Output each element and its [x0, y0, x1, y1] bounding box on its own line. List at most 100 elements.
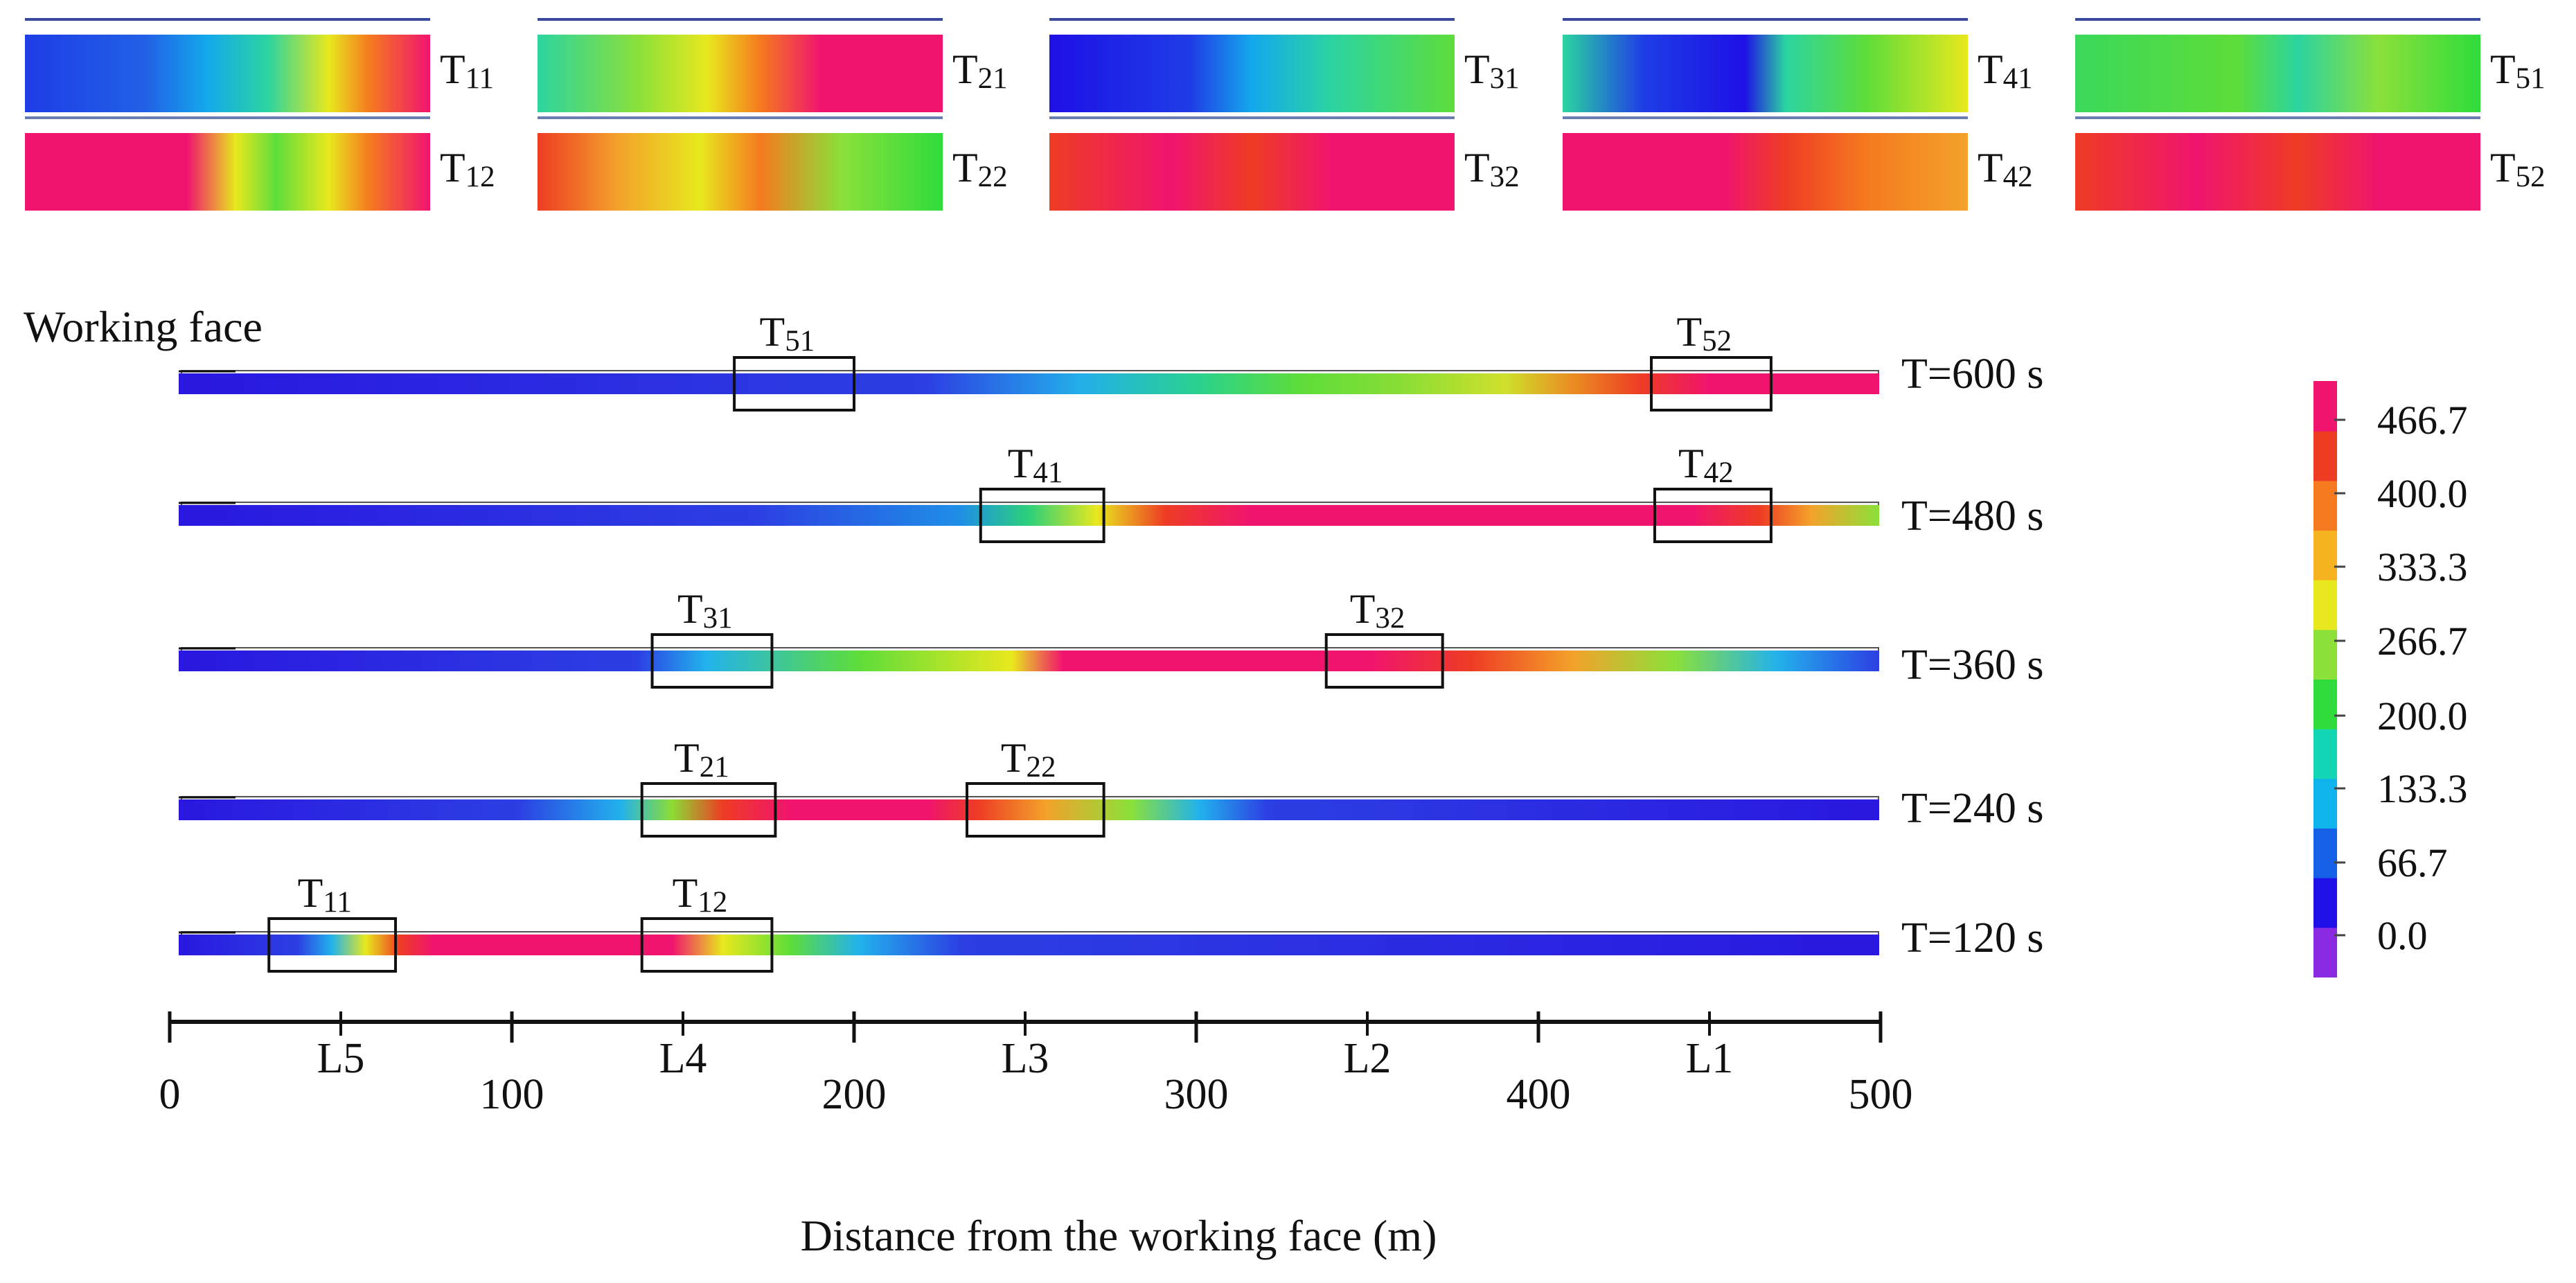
zoom-box-label: T41 — [1008, 441, 1063, 489]
profile-row: T=120 s T11 T12 — [179, 870, 2043, 973]
x-axis: 0 100 200 300 400 500 L5 L4 L3 L2 L1 — [159, 1011, 1913, 1118]
time-label: T=600 s — [1901, 351, 2043, 398]
panel-label: T42 — [1978, 145, 2033, 193]
temperature-band — [179, 373, 1879, 394]
panel-contour — [25, 133, 430, 211]
zoom-panels: T11 T21 T31 T41 T51 T12 T22 T32 T42 T52 — [25, 18, 2546, 211]
colorbar-tick-label: 133.3 — [2377, 766, 2468, 811]
colorbar-tick-label: 66.7 — [2377, 840, 2448, 885]
zoom-panel: T22 — [538, 116, 1008, 211]
panel-contour — [1563, 35, 1968, 112]
colorbar-tick-label: 200.0 — [2377, 693, 2468, 738]
panel-contour — [2075, 35, 2480, 112]
x-tick-label: 400 — [1507, 1071, 1571, 1118]
panel-label: T52 — [2490, 145, 2546, 193]
panel-label: T32 — [1464, 145, 1520, 193]
zoom-box-label: T52 — [1676, 309, 1732, 357]
zoom-box — [640, 782, 777, 838]
zoom-box — [1324, 633, 1444, 689]
zoom-box-label: T31 — [677, 586, 733, 635]
panel-label: T31 — [1464, 46, 1520, 95]
location-label: L5 — [317, 1035, 365, 1082]
zoom-box — [267, 917, 398, 973]
zoom-panel: T12 — [25, 116, 495, 211]
zoom-box — [979, 488, 1105, 543]
working-face-label: Working face — [24, 302, 263, 351]
panel-label: T41 — [1978, 46, 2033, 95]
temperature-band — [179, 651, 1879, 671]
colorbar-tick-label: 266.7 — [2377, 619, 2468, 664]
profile-row: T=240 s T21 T22 — [179, 735, 2043, 838]
panel-label: T11 — [440, 46, 494, 95]
colorbar-tick-label: 333.3 — [2377, 545, 2468, 590]
panel-label: T12 — [440, 145, 495, 193]
colorbar-segment — [2313, 877, 2337, 928]
zoom-panel: T52 — [2075, 116, 2546, 211]
profile-row: T=360 s T31 T32 — [179, 586, 2043, 689]
location-label: L2 — [1344, 1035, 1392, 1082]
zoom-box-label: T22 — [1001, 735, 1056, 784]
panel-label: T21 — [952, 46, 1008, 95]
zoom-box-label: T11 — [298, 870, 352, 919]
colorbar-segment — [2313, 629, 2337, 680]
x-tick-label: 300 — [1164, 1071, 1229, 1118]
profile-row: T=480 s T41 T42 — [179, 441, 2043, 543]
time-label: T=360 s — [1901, 642, 2043, 689]
x-tick-label: 200 — [822, 1071, 887, 1118]
x-tick-label: 100 — [480, 1071, 544, 1118]
panel-contour — [538, 35, 943, 112]
colorbar-segment — [2313, 530, 2337, 581]
panel-contour — [1563, 133, 1968, 211]
panel-contour — [2075, 133, 2480, 211]
x-tick-label: 0 — [159, 1071, 181, 1118]
zoom-panel: T41 — [1563, 18, 2033, 112]
panel-label: T51 — [2490, 46, 2546, 95]
colorbar-segment — [2313, 480, 2337, 531]
colorbar-segment — [2313, 828, 2337, 878]
zoom-panel: T42 — [1563, 116, 2033, 211]
zoom-box — [1650, 356, 1773, 412]
panel-contour — [25, 35, 430, 112]
zoom-box — [966, 782, 1105, 838]
colorbar-segment — [2313, 927, 2337, 977]
colorbar-segment — [2313, 430, 2337, 481]
panel-label: T22 — [952, 145, 1008, 193]
colorbar-tick-label: 400.0 — [2377, 471, 2468, 516]
zoom-panel: T21 — [538, 18, 1008, 112]
zoom-box-label: T42 — [1678, 441, 1734, 489]
location-label: L3 — [1002, 1035, 1049, 1082]
colorbar-segment — [2313, 579, 2337, 630]
colorbar-tick-label: 466.7 — [2377, 398, 2468, 443]
colorbar: 466.7 400.0 333.3 266.7 200.0 133.3 66.7 0.0 — [2313, 381, 2468, 977]
zoom-panel: T11 — [25, 18, 494, 112]
zoom-box-label: T12 — [673, 870, 728, 919]
colorbar-tick-label: 0.0 — [2377, 913, 2428, 958]
colorbar-segment — [2313, 381, 2337, 432]
colorbar-segment — [2313, 679, 2337, 729]
location-label: L1 — [1686, 1035, 1734, 1082]
x-tick-label: 500 — [1849, 1071, 1913, 1118]
x-axis-title: Distance from the working face (m) — [801, 1211, 1437, 1260]
time-label: T=120 s — [1901, 914, 2043, 962]
temperature-band — [179, 505, 1879, 526]
temperature-band — [179, 935, 1879, 955]
colorbar-segment — [2313, 778, 2337, 829]
profile-row: T=600 s T51 T52 — [179, 309, 2043, 412]
location-label: L4 — [659, 1035, 707, 1082]
zoom-box — [733, 356, 855, 412]
zoom-box-label: T21 — [674, 735, 729, 784]
zoom-panel: T32 — [1049, 116, 1520, 211]
temperature-band — [179, 799, 1879, 820]
zoom-box — [640, 917, 774, 973]
zoom-panel: T51 — [2075, 18, 2546, 112]
zoom-box — [1653, 488, 1773, 543]
zoom-box — [650, 633, 774, 689]
zoom-box-label: T51 — [760, 309, 815, 357]
zoom-panel: T31 — [1049, 18, 1520, 112]
time-label: T=480 s — [1901, 493, 2043, 540]
time-label: T=240 s — [1901, 785, 2043, 832]
zoom-box-label: T32 — [1350, 586, 1405, 635]
panel-contour — [1049, 133, 1455, 211]
